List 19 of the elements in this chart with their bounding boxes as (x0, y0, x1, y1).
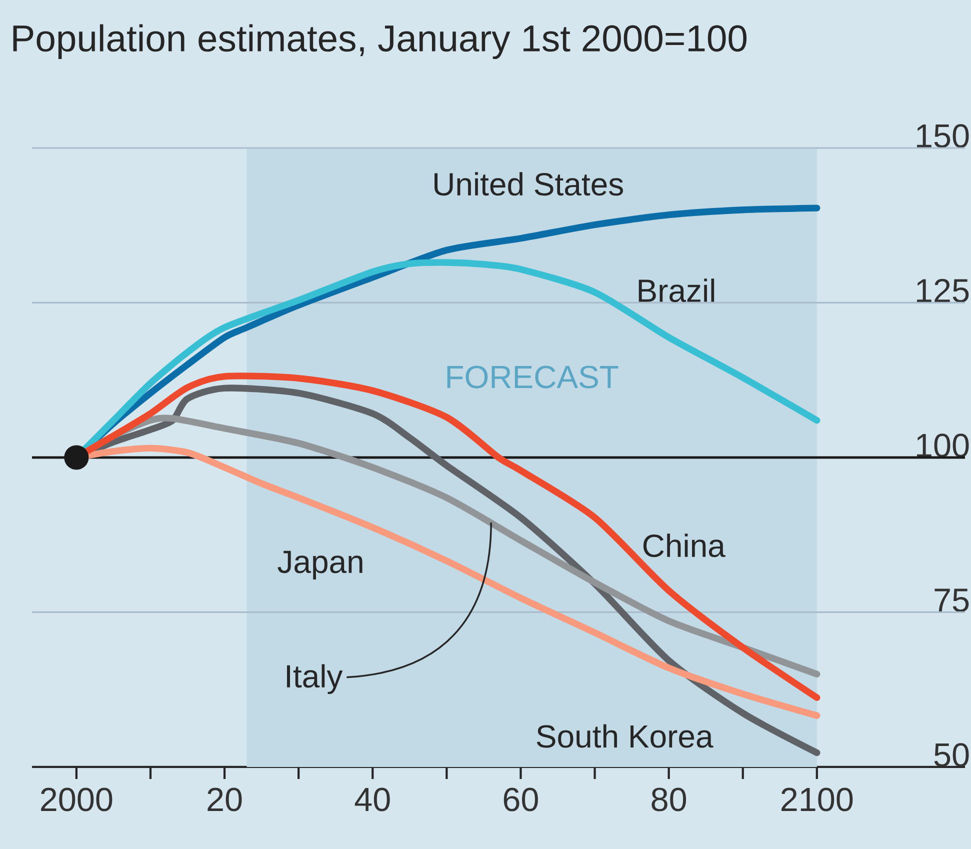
series-label: China (643, 534, 726, 558)
chart-title: Population estimates, January 1st 2000=100 (13, 24, 747, 60)
x-tick-label: 60 (504, 788, 538, 812)
y-tick-label: 50 (934, 743, 969, 767)
x-tick-label: 2000 (41, 788, 112, 812)
text: Italy (286, 664, 343, 694)
x-tick-label: 80 (652, 788, 686, 812)
band-label: FORECAST (447, 366, 618, 388)
y-tick-label: 125 (916, 278, 969, 302)
y-tick-label: 75 (934, 588, 969, 612)
y-tick-label: 150 (916, 124, 969, 148)
x-tick-label: 40 (354, 788, 390, 812)
x-tick-label: 2100 (782, 788, 853, 812)
x-tick-label: 20 (208, 788, 242, 812)
y-tick-label: 100 (916, 434, 969, 458)
series-label: South Korea (536, 724, 714, 748)
series-label: Japan (278, 550, 362, 580)
series-label: United States (434, 172, 623, 196)
series-label: Brazil (638, 278, 714, 302)
